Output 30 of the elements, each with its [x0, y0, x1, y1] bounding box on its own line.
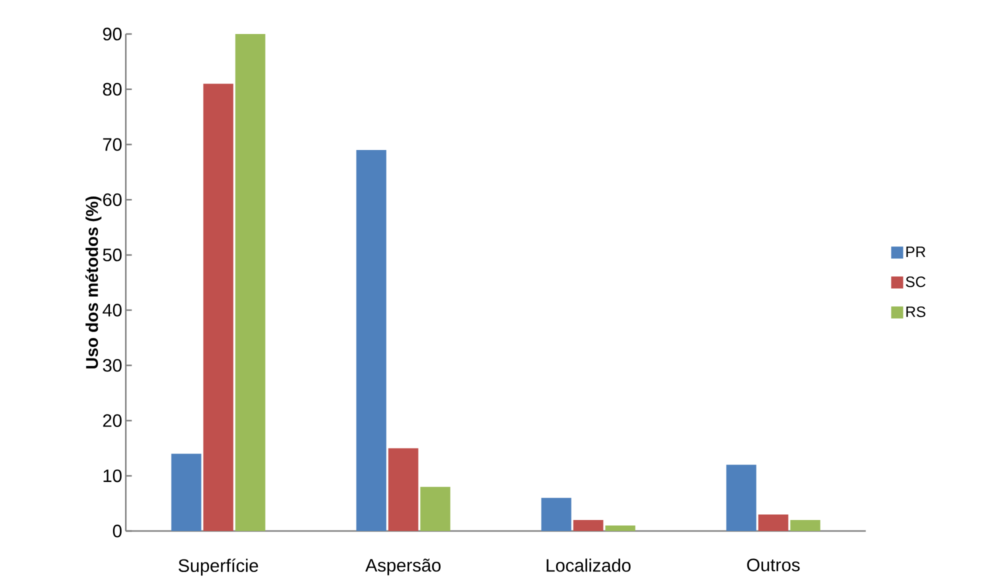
y-tick-label: 20: [103, 414, 122, 427]
x-tick-label: Aspersão: [365, 558, 441, 576]
x-tick-label: Outros: [747, 558, 800, 572]
bar: [171, 454, 202, 532]
bar: [235, 34, 266, 532]
legend-label: RS: [906, 306, 926, 318]
bar: [573, 520, 604, 532]
y-tick-label: 10: [104, 469, 122, 482]
bar: [420, 486, 450, 532]
y-tick-label: 50: [102, 248, 122, 262]
y-tick-label: 30: [102, 359, 122, 372]
bar: [605, 526, 636, 532]
legend-label: SC: [906, 276, 926, 288]
y-tick-label: 90: [103, 28, 122, 40]
x-tick-label: Superfície: [178, 558, 258, 576]
y-tick-label: 70: [103, 138, 122, 151]
bar: [541, 498, 572, 532]
bar: [388, 448, 418, 532]
bar: [356, 150, 386, 532]
y-tick-label: 0: [112, 524, 122, 538]
bar: [758, 514, 788, 532]
y-tick-label: 80: [103, 82, 122, 96]
legend-label: PR: [906, 246, 926, 257]
bar: [790, 520, 820, 532]
y-tick-label: 40: [102, 304, 122, 317]
y-axis-title: Uso dos métodos (%): [85, 196, 102, 368]
bar: [726, 464, 756, 532]
bar: [203, 84, 234, 532]
x-tick-label: Localizado: [546, 558, 631, 572]
y-tick-label: 60: [103, 193, 122, 206]
